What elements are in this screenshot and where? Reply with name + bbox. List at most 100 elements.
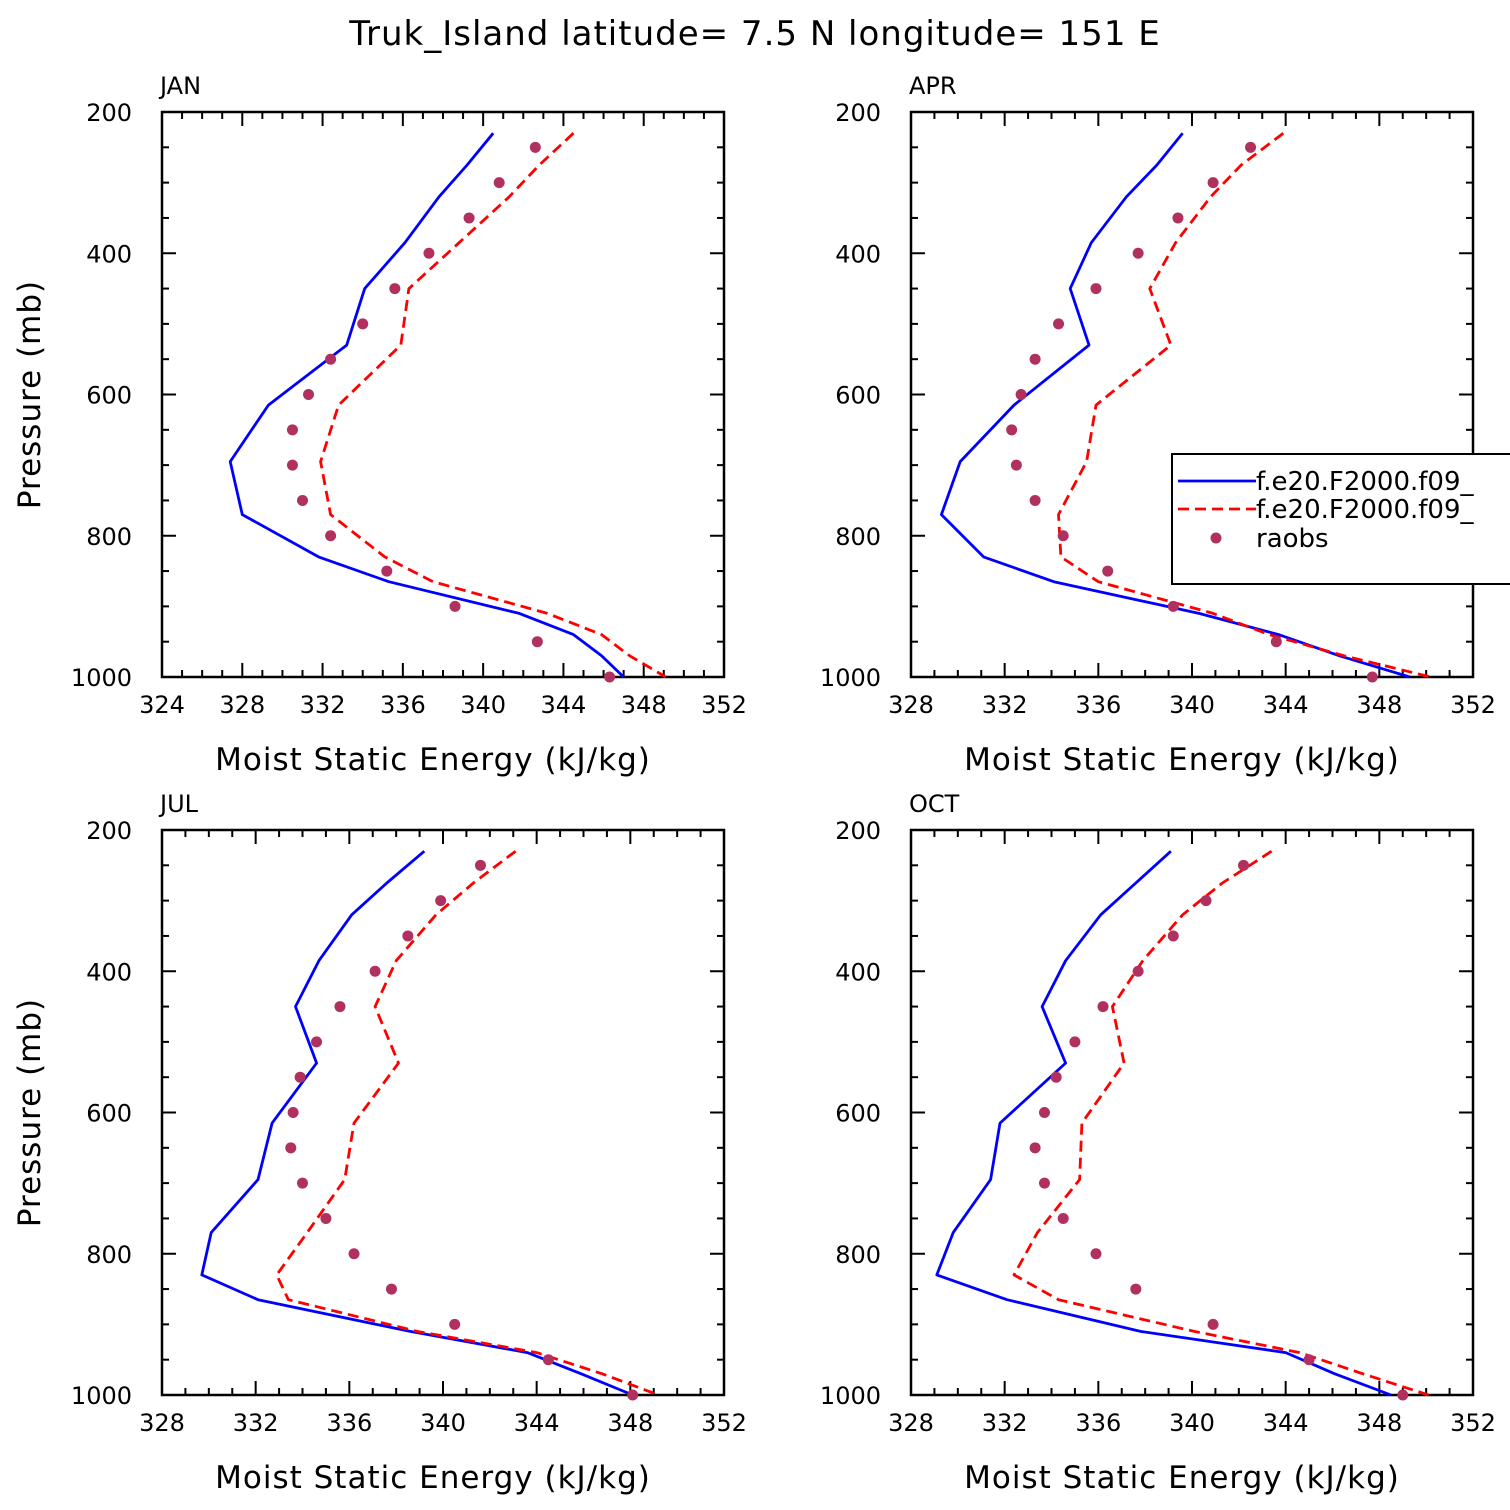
- raobs-point: [529, 141, 541, 153]
- x-tick-label: 332: [982, 691, 1028, 719]
- raobs-point: [1006, 424, 1018, 436]
- raobs-point: [1207, 177, 1219, 189]
- raobs-point: [1200, 895, 1212, 907]
- raobs-point: [1130, 1283, 1142, 1295]
- x-tick-label: 352: [701, 1409, 747, 1437]
- y-tick-label: 200: [86, 817, 132, 845]
- x-tick-label: 328: [219, 691, 265, 719]
- x-tick-label: 328: [139, 1409, 185, 1437]
- raobs-point: [1010, 459, 1022, 471]
- y-axis-label: Pressure (mb): [12, 998, 48, 1227]
- x-tick-label: 328: [888, 691, 934, 719]
- x-tick-label: 336: [1075, 691, 1121, 719]
- raobs-point: [1167, 600, 1179, 612]
- plot-frame: [160, 828, 726, 1397]
- y-tick-label: 800: [86, 1241, 132, 1269]
- x-tick-label: 336: [380, 691, 426, 719]
- raobs-point: [385, 1283, 397, 1295]
- plot-frame: [909, 828, 1475, 1397]
- raobs-point: [286, 459, 298, 471]
- raobs-point: [1167, 930, 1179, 942]
- panel-label-jul: JUL: [158, 790, 199, 818]
- x-axis-label: Moist Static Energy (kJ/kg): [964, 742, 1400, 778]
- raobs-point: [1038, 1107, 1050, 1118]
- x-tick-label: 336: [1075, 1409, 1121, 1437]
- raobs-point: [325, 530, 337, 542]
- raobs-point: [423, 247, 435, 259]
- y-tick-label: 400: [86, 240, 132, 268]
- figure-title: Truk_Island latitude= 7.5 N longitude= 1…: [348, 14, 1161, 54]
- y-tick-label: 1000: [820, 664, 881, 692]
- raobs-point: [627, 1389, 639, 1401]
- x-tick-label: 332: [233, 1409, 279, 1437]
- y-tick-label: 800: [86, 523, 132, 551]
- raobs-point: [1015, 389, 1027, 400]
- x-tick-label: 340: [420, 1409, 466, 1437]
- y-tick-label: 200: [835, 99, 881, 127]
- raobs-point: [369, 965, 381, 977]
- x-tick-label: 348: [1356, 1409, 1402, 1437]
- model-b-line: [1012, 850, 1429, 1397]
- raobs-point: [325, 353, 337, 365]
- raobs-point: [1238, 859, 1250, 871]
- raobs-point: [1303, 1354, 1315, 1366]
- raobs-point: [334, 1001, 346, 1013]
- x-tick-label: 344: [514, 1409, 560, 1437]
- raobs-point: [1050, 1071, 1062, 1083]
- y-tick-label: 400: [835, 240, 881, 268]
- y-tick-label: 600: [835, 1100, 881, 1128]
- raobs-point: [1366, 671, 1378, 683]
- raobs-point: [1172, 212, 1184, 224]
- x-tick-label: 344: [1263, 691, 1309, 719]
- raobs-point: [1069, 1036, 1081, 1048]
- x-tick-label: 348: [621, 691, 667, 719]
- x-tick-label: 340: [460, 691, 506, 719]
- raobs-point: [435, 895, 447, 907]
- y-tick-label: 1000: [820, 1382, 881, 1410]
- model-a-line: [940, 132, 1411, 679]
- model-a-line: [935, 850, 1392, 1397]
- raobs-point: [1057, 1212, 1069, 1224]
- x-tick-label: 332: [300, 691, 346, 719]
- raobs-point: [1057, 530, 1069, 542]
- y-tick-label: 200: [86, 99, 132, 127]
- raobs-point: [531, 636, 543, 648]
- legend-label: f.e20.F2000.f09_: [1256, 467, 1474, 497]
- y-tick-label: 400: [835, 958, 881, 986]
- y-tick-label: 800: [835, 523, 881, 551]
- raobs-point: [463, 212, 475, 224]
- x-tick-label: 340: [1169, 691, 1215, 719]
- raobs-point: [320, 1212, 332, 1224]
- raobs-point: [449, 1318, 461, 1330]
- model-a-line: [200, 850, 634, 1397]
- x-tick-label: 332: [982, 1409, 1028, 1437]
- legend-label: raobs: [1256, 524, 1329, 554]
- raobs-point: [1090, 1248, 1102, 1260]
- raobs-point: [474, 859, 486, 871]
- x-tick-label: 348: [1356, 691, 1402, 719]
- plot-frame: [909, 110, 1475, 679]
- raobs-point: [493, 177, 505, 189]
- y-axis-label: Pressure (mb): [12, 280, 48, 509]
- raobs-point: [389, 283, 401, 295]
- x-axis-label: Moist Static Energy (kJ/kg): [964, 1460, 1400, 1496]
- raobs-point: [542, 1354, 554, 1366]
- x-tick-label: 348: [607, 1409, 653, 1437]
- raobs-point: [449, 600, 461, 612]
- legend-raobs-marker: [1210, 532, 1222, 544]
- chart-panel-oct: OCT 328 332 336 340 344 348 352 200 400 600 800 1000…: [820, 790, 1496, 1496]
- y-tick-label: 600: [86, 382, 132, 410]
- raobs-point: [1397, 1389, 1409, 1401]
- raobs-point: [1038, 1177, 1050, 1189]
- raobs-point: [1207, 1318, 1219, 1330]
- raobs-point: [294, 1071, 306, 1083]
- raobs-point: [1053, 318, 1065, 330]
- model-b-line: [319, 132, 667, 679]
- legend-label: f.e20.F2000.f09_: [1256, 495, 1474, 525]
- raobs-point: [1102, 565, 1114, 577]
- raobs-point: [285, 1142, 297, 1154]
- raobs-point: [303, 389, 315, 400]
- y-tick-label: 1000: [71, 1382, 132, 1410]
- x-tick-label: 344: [1263, 1409, 1309, 1437]
